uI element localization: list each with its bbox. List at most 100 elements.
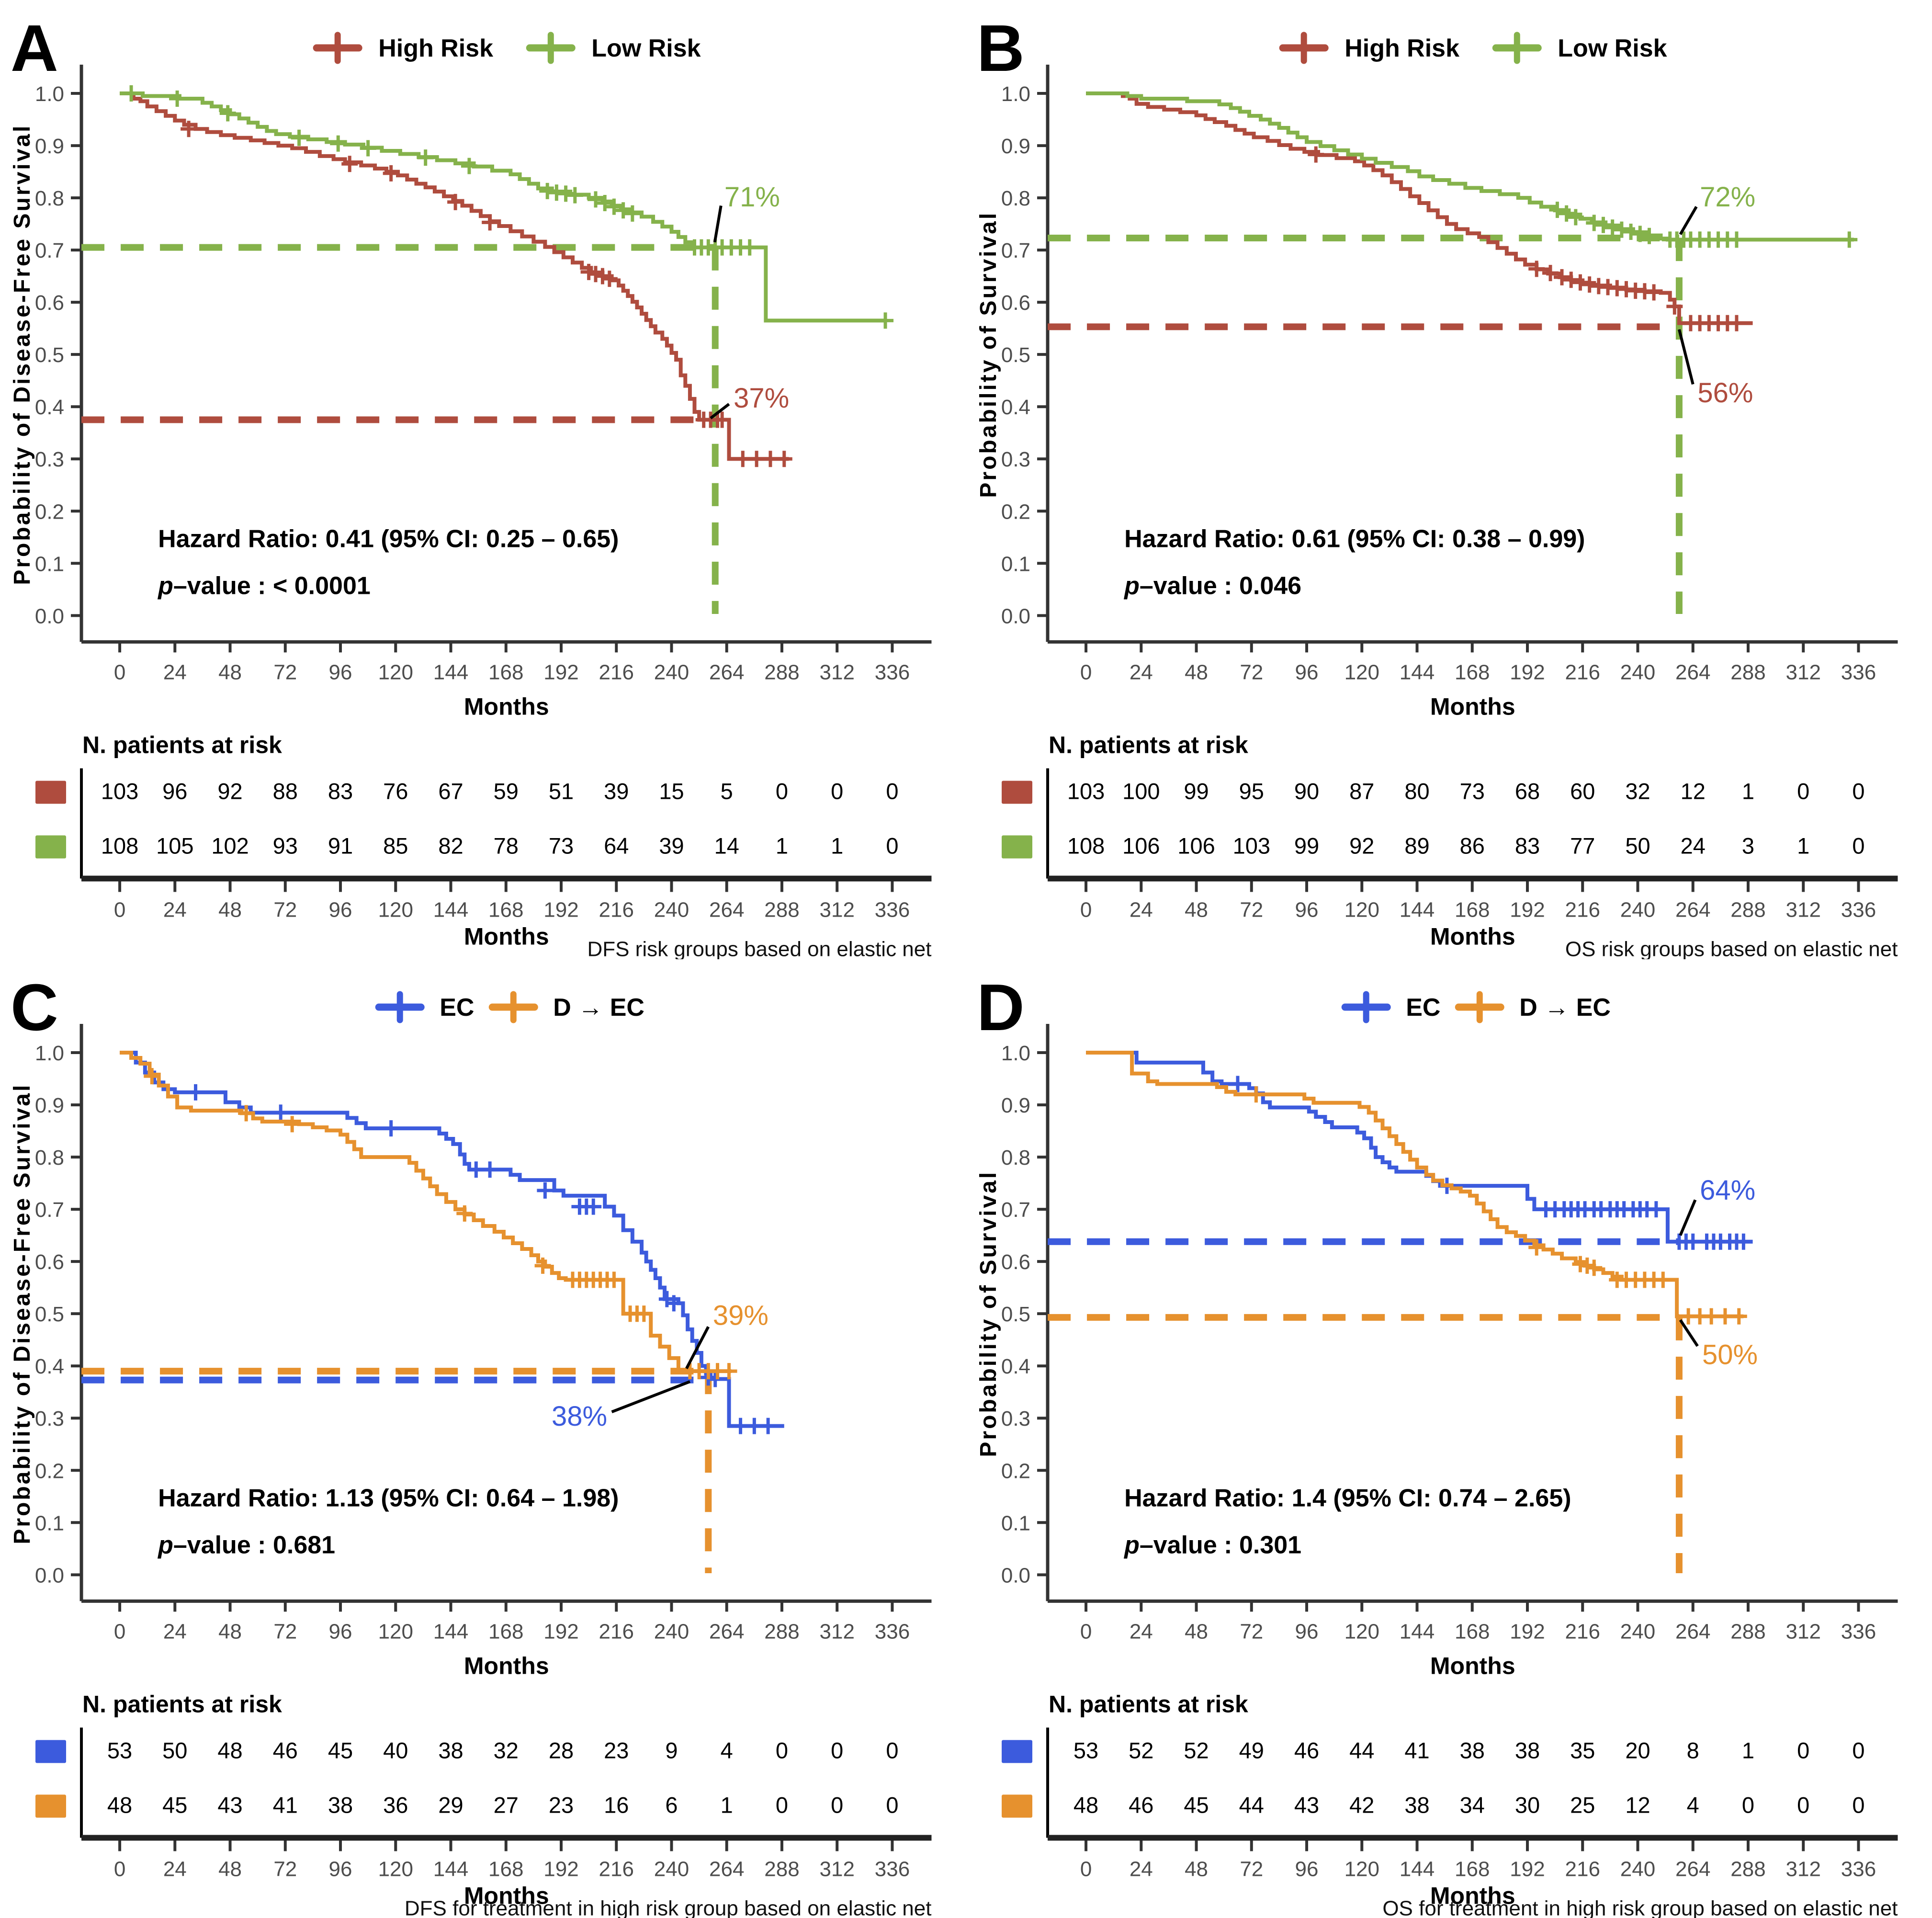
risk-count: 1 (1741, 1737, 1754, 1763)
x-tick-label: 264 (1675, 1620, 1710, 1643)
p-value-text: p–value : 0.681 (157, 1531, 335, 1559)
risk-count: 44 (1349, 1737, 1374, 1763)
x-tick-label: 336 (875, 660, 910, 684)
risk-count: 4 (1686, 1792, 1699, 1817)
x-tick-label: 168 (1455, 1620, 1490, 1643)
x-tick-label: 120 (1344, 1620, 1379, 1643)
risk-table-tick-label: 312 (820, 1857, 855, 1881)
y-tick-label: 0.9 (1001, 1094, 1030, 1117)
km-panel-d-svg: D EC D → EC 1.0 0.9 0.8 0.7 0.6 0.5 0.4 0.3 0.2 0.1 0… (976, 971, 1898, 1918)
risk-row-swatch (35, 835, 67, 859)
risk-table-header: N. patients at risk (1049, 731, 1248, 758)
annotation-leader-line (1679, 206, 1698, 235)
risk-table-tick-label: 264 (1675, 1857, 1710, 1881)
risk-count: 88 (273, 778, 298, 804)
x-tick-label: 0 (1080, 1620, 1091, 1643)
y-tick-label: 0.4 (35, 1355, 64, 1378)
y-tick-label: 0.9 (1001, 135, 1030, 158)
panel-d-os-treatment: D EC D → EC 1.0 0.9 0.8 0.7 0.6 0.5 0.4 0.3 0.2 0.1 0… (966, 959, 1932, 1918)
risk-count: 3 (1741, 833, 1754, 858)
panel-c-dfs-treatment: C EC D → EC 1.0 0.9 0.8 0.7 0.6 0.5 0.4 0.3 0.2 0.1 0… (0, 959, 966, 1918)
risk-count: 39 (604, 778, 629, 804)
y-tick-label: 0.3 (35, 448, 64, 471)
y-tick-label: 1.0 (35, 1042, 64, 1065)
risk-count: 41 (273, 1792, 298, 1817)
risk-count: 45 (1184, 1792, 1209, 1817)
x-tick-label: 216 (599, 1620, 634, 1643)
annotation-leader-line (1677, 329, 1695, 385)
risk-count: 0 (886, 778, 898, 804)
x-tick-label: 72 (273, 1620, 297, 1643)
risk-count: 0 (886, 1792, 898, 1817)
risk-count: 106 (1122, 833, 1160, 858)
x-tick-label: 0 (114, 1620, 125, 1643)
risk-count: 76 (383, 778, 408, 804)
x-tick-label: 336 (1841, 660, 1876, 684)
x-tick-label: 192 (1510, 660, 1545, 684)
risk-count: 92 (217, 778, 242, 804)
risk-count: 80 (1404, 778, 1429, 804)
x-tick-label: 288 (1730, 1620, 1765, 1643)
risk-count: 51 (549, 778, 574, 804)
risk-table-tick-label: 120 (378, 898, 413, 921)
risk-table-tick-label: 240 (1620, 898, 1655, 921)
x-tick-label: 288 (764, 660, 799, 684)
annotation-leader-line (611, 1380, 690, 1413)
legend-label: EC (440, 994, 474, 1021)
risk-table-header: N. patients at risk (1049, 1691, 1248, 1717)
survival-percent-label: 39% (713, 1300, 768, 1331)
risk-table-tick-label: 168 (1455, 1857, 1490, 1881)
panel-letter-c: C (11, 971, 58, 1044)
risk-table-tick-label: 336 (1841, 1857, 1876, 1881)
risk-count: 95 (1239, 778, 1264, 804)
risk-table-tick-label: 24 (1129, 898, 1152, 921)
survival-percent-label: 37% (734, 383, 789, 414)
y-tick-label: 0.4 (1001, 1355, 1030, 1378)
risk-count: 100 (1122, 778, 1160, 804)
y-tick-label: 1.0 (1001, 82, 1030, 106)
risk-count: 0 (776, 778, 788, 804)
risk-count: 0 (831, 1792, 843, 1817)
risk-count: 43 (217, 1792, 242, 1817)
risk-table-tick-label: 312 (820, 898, 855, 921)
y-tick-label: 0.5 (35, 343, 64, 367)
risk-count: 36 (383, 1792, 408, 1817)
risk-table-tick-label: 120 (1344, 1857, 1379, 1881)
risk-table-tick-label: 24 (163, 898, 187, 921)
risk-count: 46 (1294, 1737, 1319, 1763)
risk-count: 38 (1514, 1737, 1539, 1763)
x-tick-label: 336 (875, 1620, 910, 1643)
y-tick-label: 0.5 (1001, 1303, 1030, 1326)
x-tick-label: 120 (378, 1620, 413, 1643)
risk-table-x-title: Months (464, 923, 549, 950)
risk-count: 38 (438, 1737, 463, 1763)
legend-label: Low Risk (1558, 34, 1667, 62)
risk-count: 0 (886, 833, 898, 858)
risk-count: 73 (549, 833, 574, 858)
risk-table-tick-label: 24 (163, 1857, 187, 1881)
x-tick-label: 168 (1455, 660, 1490, 684)
panel-caption: DFS for treatment in high risk group bas… (405, 1896, 932, 1918)
y-tick-label: 0.7 (1001, 239, 1030, 262)
risk-count: 49 (1239, 1737, 1264, 1763)
risk-table-tick-label: 144 (433, 898, 468, 921)
risk-count: 0 (1797, 778, 1809, 804)
risk-table-tick-label: 168 (488, 1857, 523, 1881)
risk-row-swatch (1001, 1794, 1032, 1817)
risk-count: 102 (211, 833, 249, 858)
y-tick-label: 0.5 (35, 1303, 64, 1326)
risk-table-tick-label: 216 (1565, 898, 1600, 921)
risk-count: 46 (1129, 1792, 1153, 1817)
risk-table-tick-label: 336 (1841, 898, 1876, 921)
survival-percent-label: 72% (1700, 182, 1755, 213)
x-tick-label: 312 (820, 1620, 855, 1643)
risk-table-tick-label: 144 (1399, 1857, 1434, 1881)
risk-count: 8 (1686, 1737, 1699, 1763)
km-curve-highrisk (120, 91, 789, 461)
risk-table-tick-label: 288 (1730, 898, 1765, 921)
risk-table-tick-label: 192 (1510, 1857, 1545, 1881)
risk-table-tick-label: 312 (1785, 898, 1820, 921)
x-tick-label: 144 (433, 660, 468, 684)
y-tick-label: 0.1 (1001, 552, 1030, 576)
annotation-leader-line (1679, 1319, 1699, 1347)
